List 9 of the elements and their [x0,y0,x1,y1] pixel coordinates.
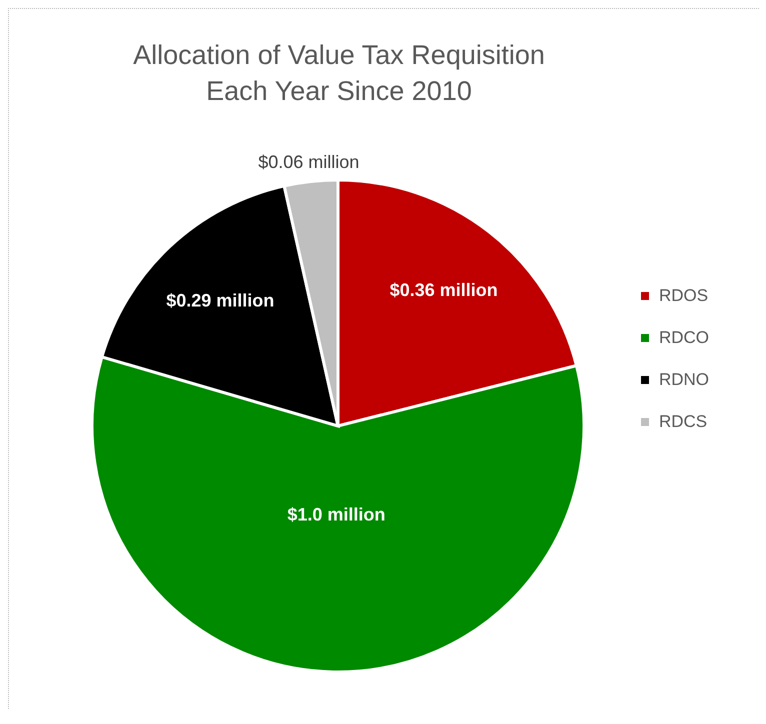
legend-label: RDNO [658,370,709,390]
data-label: $0.36 million [390,280,498,300]
legend-label: RDCO [658,328,709,348]
data-label: $0.06 million [258,152,360,172]
legend-label: RDOS [658,286,708,306]
data-label: $0.29 million [166,290,274,310]
chart-title: Allocation of Value Tax Requisition Each Year Since 2010 [132,39,546,108]
legend-label: RDCS [658,412,708,432]
data-label: $1.0 million [287,504,386,525]
